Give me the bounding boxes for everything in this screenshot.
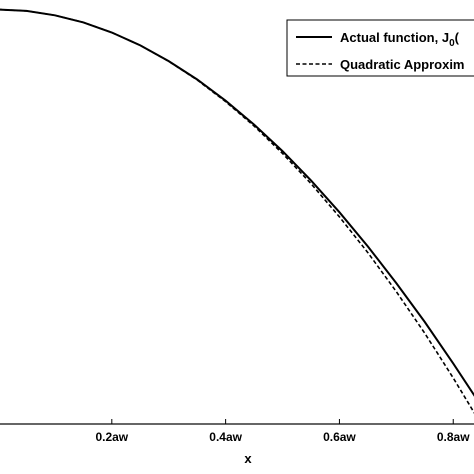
x-tick-label: 0.8aw — [437, 430, 470, 444]
series-line-quadratic-approximation — [0, 8, 474, 414]
x-axis-label: x — [244, 451, 252, 466]
legend: Actual function, J0( Quadratic Approxim — [286, 19, 474, 77]
legend-label-actual-subscript: 0 — [449, 38, 455, 49]
x-axis-ticks: 0.2aw 0.4aw 0.6aw 0.8aw — [95, 419, 470, 444]
x-tick-label: 0.6aw — [323, 430, 356, 444]
legend-label-actual-function: Actual function, J0( — [340, 30, 460, 49]
plot-area — [0, 8, 474, 414]
x-tick-label: 0.4aw — [209, 430, 242, 444]
plot-frame — [0, 423, 474, 425]
legend-box — [286, 19, 474, 77]
legend-label-actual-main: Actual function, J — [340, 30, 449, 45]
legend-label-actual-tail: ( — [455, 30, 460, 45]
legend-label-quadratic-approximation: Quadratic Approxim — [340, 57, 464, 72]
x-tick-label: 0.2aw — [95, 430, 128, 444]
